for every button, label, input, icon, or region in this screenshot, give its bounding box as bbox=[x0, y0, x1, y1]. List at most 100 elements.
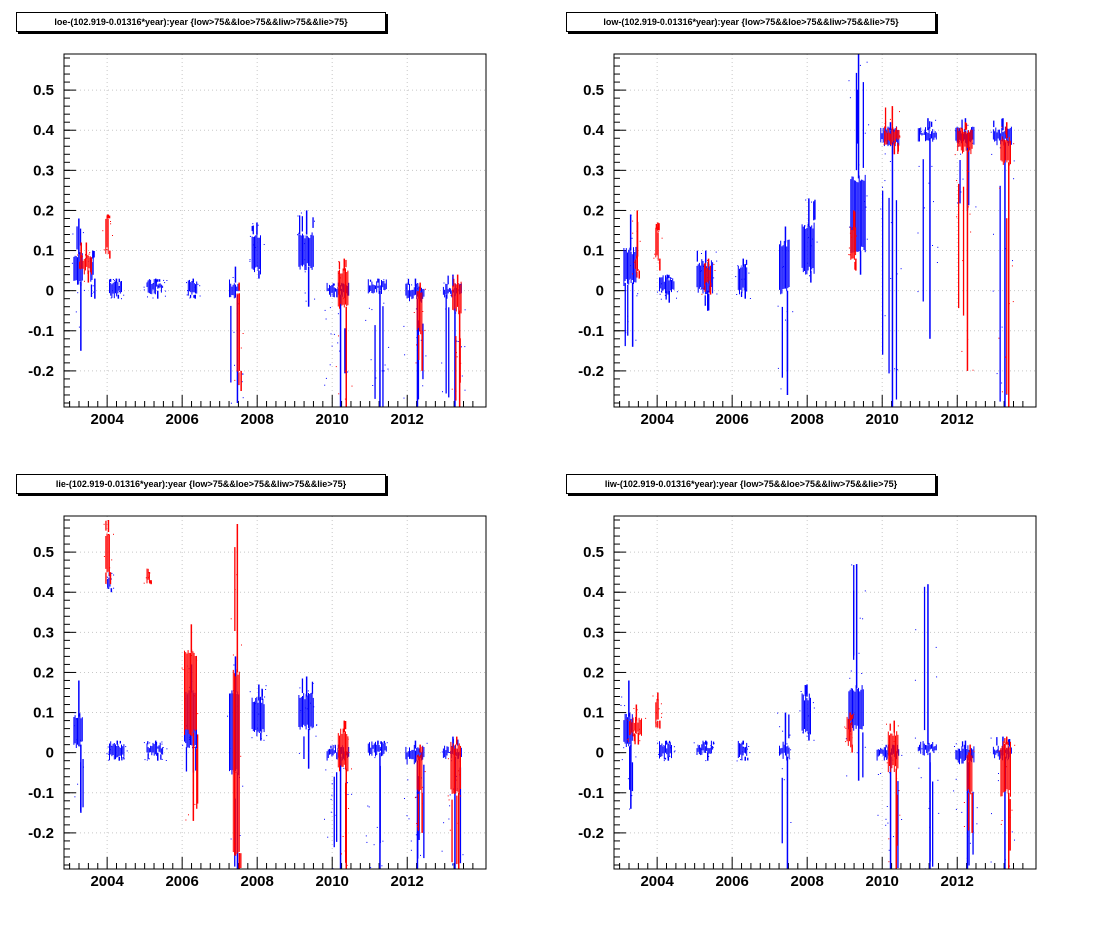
data-spike bbox=[417, 793, 419, 831]
data-core-column bbox=[969, 130, 971, 143]
data-point bbox=[79, 281, 81, 283]
data-core-column bbox=[308, 237, 309, 266]
data-tail-down bbox=[238, 853, 241, 869]
data-spike bbox=[745, 259, 748, 265]
data-spike bbox=[159, 279, 161, 282]
data-point bbox=[420, 854, 421, 856]
data-point bbox=[93, 291, 95, 293]
data-tail-up bbox=[927, 118, 929, 131]
data-core-column bbox=[87, 255, 89, 274]
data-core-column bbox=[737, 266, 739, 290]
data-core-column bbox=[148, 748, 150, 753]
x-tick-label: 2010 bbox=[866, 873, 899, 890]
data-core-column bbox=[697, 745, 699, 752]
data-core-column bbox=[185, 652, 187, 730]
data-point bbox=[189, 297, 191, 299]
data-point bbox=[928, 807, 930, 809]
data-core-column bbox=[407, 290, 409, 298]
data-point bbox=[975, 206, 977, 208]
data-point bbox=[816, 241, 818, 243]
data-point bbox=[1001, 820, 1003, 821]
data-spike bbox=[962, 186, 965, 316]
data-point bbox=[447, 795, 449, 797]
data-point bbox=[897, 725, 899, 727]
data-point bbox=[251, 737, 253, 739]
data-core-column bbox=[235, 676, 237, 856]
data-core-column bbox=[346, 734, 348, 772]
data-point bbox=[232, 277, 234, 278]
data-spike bbox=[448, 307, 450, 398]
data-point bbox=[967, 124, 969, 126]
data-spike bbox=[631, 762, 634, 792]
x-tick-label: 2004 bbox=[640, 873, 674, 890]
data-core-column bbox=[303, 235, 305, 265]
data-core-column bbox=[458, 282, 460, 315]
data-core-column bbox=[262, 698, 264, 730]
data-point bbox=[75, 311, 77, 313]
data-spike bbox=[79, 228, 82, 246]
data-point bbox=[329, 307, 331, 309]
data-tail-down bbox=[786, 290, 789, 395]
data-core-column bbox=[444, 289, 446, 298]
data-point bbox=[924, 207, 925, 209]
y-tick-label: -0.1 bbox=[578, 323, 604, 340]
data-point bbox=[968, 170, 970, 172]
data-point bbox=[242, 397, 244, 399]
data-point bbox=[304, 292, 306, 294]
data-point bbox=[627, 315, 629, 317]
y-tick-label: 0 bbox=[596, 745, 604, 762]
data-point bbox=[955, 778, 957, 780]
data-spike bbox=[804, 685, 806, 697]
data-spike bbox=[374, 325, 376, 399]
data-core-column bbox=[406, 752, 408, 765]
data-point bbox=[918, 165, 920, 167]
data-tail-down bbox=[117, 294, 120, 299]
data-core-column bbox=[663, 746, 665, 760]
data-point bbox=[953, 790, 955, 792]
data-core-column bbox=[456, 748, 458, 792]
data-tail-down bbox=[240, 370, 242, 391]
data-core-column bbox=[996, 132, 998, 146]
data-tail-down bbox=[339, 756, 342, 869]
data-point bbox=[388, 346, 390, 348]
data-tail-up bbox=[258, 684, 260, 701]
data-core-column bbox=[113, 281, 115, 299]
data-point bbox=[955, 743, 957, 745]
data-core-column bbox=[973, 746, 975, 763]
data-core-column bbox=[418, 748, 420, 761]
data-core-column bbox=[371, 281, 373, 293]
data-core-column bbox=[123, 744, 125, 757]
data-point bbox=[331, 345, 333, 347]
data-point bbox=[344, 398, 346, 400]
data-core-column bbox=[1003, 131, 1005, 146]
data-point bbox=[240, 347, 242, 349]
data-core-column bbox=[994, 131, 996, 142]
data-core-column bbox=[853, 690, 855, 731]
data-point bbox=[413, 312, 415, 313]
data-core-column bbox=[377, 741, 379, 752]
data-point bbox=[194, 695, 196, 697]
data-point bbox=[347, 738, 349, 740]
data-core-column bbox=[660, 277, 662, 289]
data-core-column bbox=[112, 743, 114, 755]
data-core-column bbox=[635, 255, 637, 273]
data-core-column bbox=[78, 714, 80, 747]
data-point bbox=[674, 750, 676, 752]
data-core-column bbox=[329, 284, 330, 295]
data-series bbox=[623, 54, 1015, 408]
data-tail-down bbox=[889, 756, 892, 869]
data-point bbox=[80, 256, 82, 258]
data-series bbox=[73, 572, 464, 870]
data-spike bbox=[109, 215, 111, 219]
data-core-column bbox=[80, 255, 82, 287]
data-core-column bbox=[889, 735, 890, 766]
data-core-column bbox=[884, 126, 886, 144]
data-core-column bbox=[787, 239, 789, 289]
data-point bbox=[788, 239, 790, 241]
data-point bbox=[1013, 178, 1015, 180]
data-core-column bbox=[342, 268, 344, 305]
y-tick-label: 0 bbox=[596, 283, 604, 300]
data-point bbox=[263, 739, 265, 741]
y-tick-label: 0.2 bbox=[583, 202, 604, 219]
data-spike bbox=[422, 323, 424, 380]
